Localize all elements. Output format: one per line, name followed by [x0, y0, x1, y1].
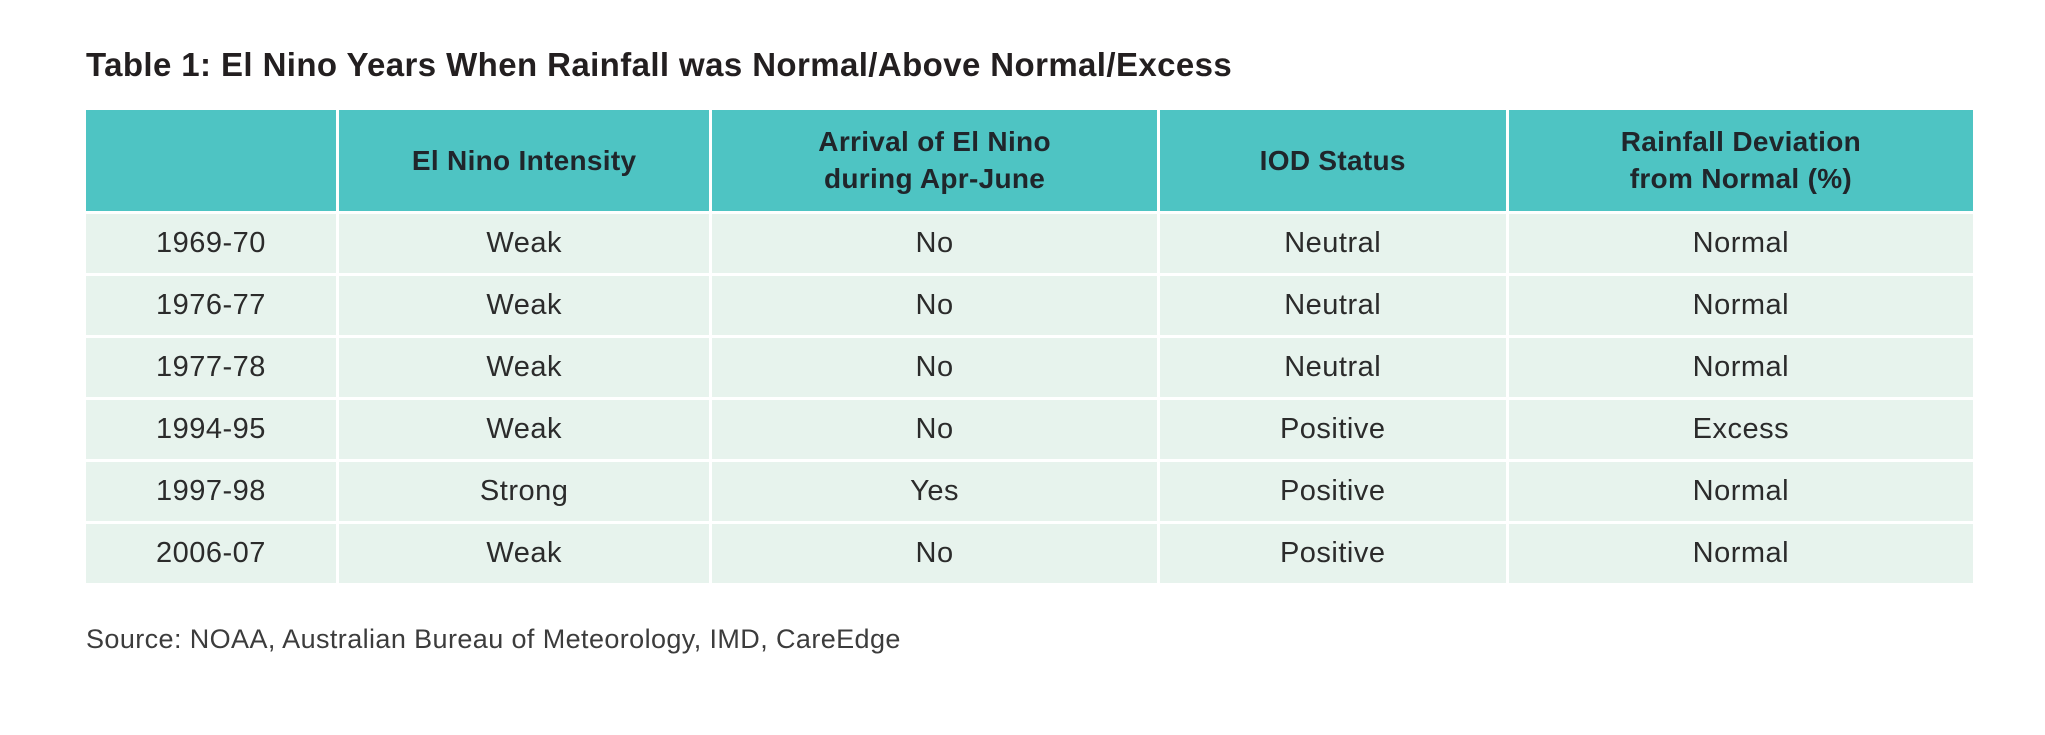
table-row: 2006-07 Weak No Positive Normal [86, 523, 1973, 586]
table-cell: Normal [1508, 523, 1973, 586]
table-cell: 1997-98 [86, 461, 339, 524]
table-cell: 2006-07 [86, 523, 339, 586]
table-cell: Weak [338, 213, 713, 276]
table-cell: Normal [1508, 461, 1973, 524]
table-row: 1977-78 Weak No Neutral Normal [86, 337, 1973, 400]
table-row: 1994-95 Weak No Positive Excess [86, 399, 1973, 462]
table-cell: Weak [338, 523, 713, 586]
table-cell: Normal [1508, 213, 1973, 276]
table-cell: Positive [1159, 461, 1509, 524]
table-cell: No [712, 275, 1160, 338]
table-header: El Nino Intensity Arrival of El Nino duri… [86, 109, 1973, 214]
source-note: Source: NOAA, Australian Bureau of Meteo… [86, 623, 901, 654]
content-area: Table 1: El Nino Years When Rainfall was… [86, 46, 1973, 654]
table-cell: 1994-95 [86, 399, 339, 462]
table-cell: Neutral [1159, 337, 1509, 400]
table-cell: 1977-78 [86, 337, 339, 400]
column-header: El Nino Intensity [338, 109, 713, 214]
table-title: Table 1: El Nino Years When Rainfall was… [86, 46, 1233, 83]
table-cell: Neutral [1159, 213, 1509, 276]
table-cell: No [712, 213, 1160, 276]
column-header: Rainfall Deviation from Normal (%) [1508, 109, 1973, 214]
table-cell: No [712, 399, 1160, 462]
table-cell: Positive [1159, 399, 1509, 462]
table-cell: Strong [338, 461, 713, 524]
table-cell: Yes [712, 461, 1160, 524]
header-row: El Nino Intensity Arrival of El Nino duri… [86, 109, 1973, 214]
table-cell: Weak [338, 399, 713, 462]
table-cell: Weak [338, 275, 713, 338]
el-nino-table: El Nino Intensity Arrival of El Nino duri… [86, 109, 1973, 586]
table-cell: Normal [1508, 337, 1973, 400]
table-cell: Normal [1508, 275, 1973, 338]
table-cell: 1976-77 [86, 275, 339, 338]
table-cell: No [712, 337, 1160, 400]
table-cell: No [712, 523, 1160, 586]
table-row: 1997-98 Strong Yes Positive Normal [86, 461, 1973, 524]
table-cell: Neutral [1159, 275, 1509, 338]
table-cell: Positive [1159, 523, 1509, 586]
table-row: 1976-77 Weak No Neutral Normal [86, 275, 1973, 338]
table-row: 1969-70 Weak No Neutral Normal [86, 213, 1973, 276]
table-body: 1969-70 Weak No Neutral Normal 1976-77 Weak No N… [86, 213, 1973, 586]
column-header: IOD Status [1159, 109, 1509, 214]
table-cell: Weak [338, 337, 713, 400]
table-cell: Excess [1508, 399, 1973, 462]
column-header [86, 109, 339, 214]
column-header: Arrival of El Nino during Apr-June [712, 109, 1160, 214]
table-cell: 1969-70 [86, 213, 339, 276]
